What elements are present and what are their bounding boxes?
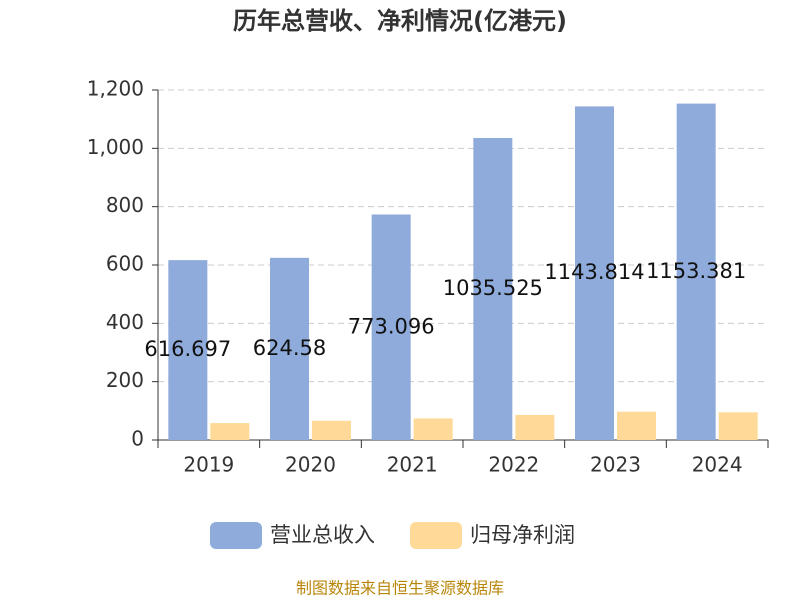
x-tick-label: 2021 — [387, 453, 438, 477]
legend-label: 归母净利润 — [470, 523, 575, 547]
bar — [312, 420, 351, 440]
x-tick-label: 2023 — [590, 453, 641, 477]
y-tick-label: 200 — [106, 368, 144, 392]
bar — [515, 414, 555, 440]
bar — [473, 137, 513, 441]
data-label: 1153.381 — [646, 259, 746, 283]
y-tick-label: 800 — [106, 193, 144, 217]
bar — [371, 214, 411, 440]
bar — [718, 412, 758, 440]
data-label: 773.096 — [348, 314, 435, 338]
data-label: 1143.814 — [544, 260, 644, 284]
y-tick-label: 0 — [131, 427, 144, 451]
y-tick-label: 400 — [106, 310, 144, 334]
bar — [575, 106, 614, 441]
bar — [617, 411, 656, 440]
bar — [413, 418, 453, 440]
y-tick-label: 1,000 — [87, 135, 144, 159]
bar — [210, 423, 250, 440]
legend-swatch — [410, 522, 462, 549]
bar — [676, 103, 716, 441]
source-note: 制图数据来自恒生聚源数据库 — [296, 579, 504, 598]
data-label: 624.58 — [253, 336, 326, 360]
y-tick-label: 1,200 — [87, 77, 144, 101]
x-tick-label: 2020 — [285, 453, 336, 477]
legend-label: 营业总收入 — [270, 523, 375, 547]
bar — [270, 257, 309, 440]
x-tick-label: 2024 — [692, 453, 743, 477]
bar — [168, 260, 208, 440]
data-label: 1035.525 — [443, 276, 543, 300]
x-tick-label: 2022 — [488, 453, 539, 477]
data-label: 616.697 — [144, 337, 231, 361]
y-tick-label: 600 — [106, 252, 144, 276]
chart-title: 历年总营收、净利情况(亿港元) — [233, 7, 567, 35]
x-tick-label: 2019 — [183, 453, 234, 477]
legend-swatch — [210, 522, 262, 549]
